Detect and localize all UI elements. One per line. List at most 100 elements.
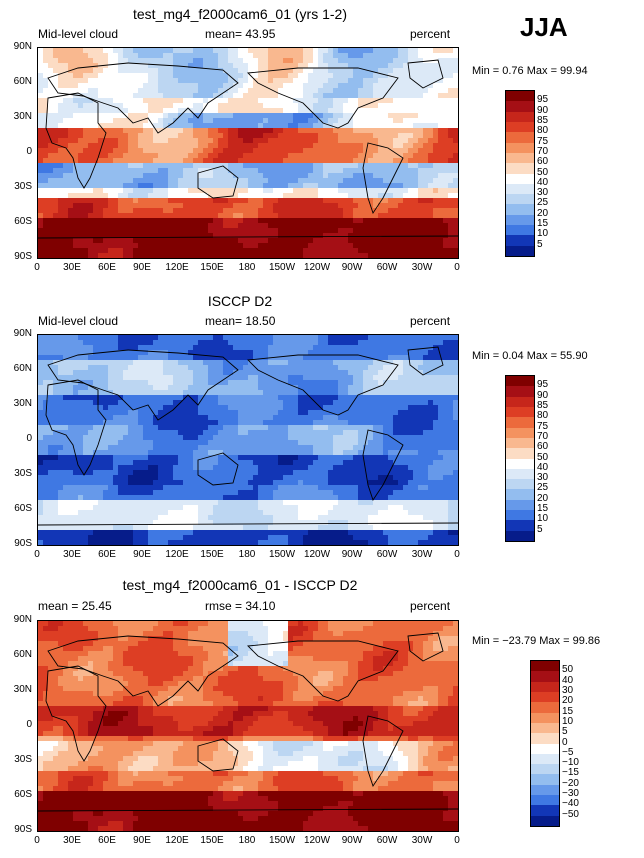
panel-title: test_mg4_f2000cam6_01 (yrs 1-2) xyxy=(133,6,347,22)
colorbar-label: 5 xyxy=(537,523,543,535)
x-tick-label: 150W xyxy=(268,262,296,273)
colorbar-label: 15 xyxy=(537,218,549,230)
colorbar-swatch xyxy=(531,712,559,723)
x-tick-label: 30E xyxy=(63,549,81,560)
colorbar-label: 10 xyxy=(537,513,549,525)
x-tick-label: 120E xyxy=(165,835,189,846)
colorbar-swatch xyxy=(506,448,534,459)
colorbar-swatch xyxy=(506,121,534,133)
x-tick-label: 150E xyxy=(200,262,224,273)
colorbar-swatch xyxy=(531,743,559,754)
colorbar-label: −20 xyxy=(562,777,579,789)
colorbar-label: 85 xyxy=(537,399,549,411)
variable-label: Mid-level cloud xyxy=(38,27,119,41)
colorbar-label: 15 xyxy=(537,503,549,515)
colorbar-label: 95 xyxy=(537,379,549,391)
colorbar-swatch xyxy=(506,225,534,236)
colorbar-swatch xyxy=(506,520,534,531)
colorbar-swatch xyxy=(531,691,559,703)
colorbar-swatch xyxy=(506,235,534,246)
colorbar-label: 85 xyxy=(537,114,549,126)
x-tick-label: 120E xyxy=(165,262,189,273)
y-tick-label: 90N xyxy=(13,614,32,625)
y-tick-label: 90S xyxy=(14,824,32,835)
x-tick-label: 30W xyxy=(411,549,433,560)
colorbar-swatch xyxy=(506,214,534,226)
x-tick-label: 120W xyxy=(303,262,331,273)
x-tick-label: 0 xyxy=(34,835,40,846)
x-tick-label: 60W xyxy=(376,262,398,273)
colorbar-swatch xyxy=(506,204,534,215)
colorbar-swatch xyxy=(531,753,559,765)
x-tick-label: 180 xyxy=(238,835,256,846)
y-tick-label: 60N xyxy=(13,76,32,87)
y-tick-label: 90S xyxy=(14,251,32,262)
x-tick-label: 90W xyxy=(341,835,363,846)
colorbar-label: 70 xyxy=(537,145,549,157)
y-tick-label: 60N xyxy=(13,649,32,660)
colorbar-swatch xyxy=(531,671,559,682)
colorbar-label: −15 xyxy=(562,767,579,779)
colorbar-swatch xyxy=(506,468,534,480)
mean-label: mean= 43.95 xyxy=(205,27,276,41)
panel-title: test_mg4_f2000cam6_01 - ISCCP D2 xyxy=(122,577,358,593)
map-plot xyxy=(37,334,459,546)
colorbar-swatch xyxy=(506,132,534,143)
colorbar-swatch xyxy=(506,194,534,205)
colorbar-label: 5 xyxy=(562,726,568,738)
x-tick-label: 0 xyxy=(34,262,40,273)
colorbar-swatch xyxy=(506,479,534,490)
x-tick-label: 60W xyxy=(376,835,398,846)
colorbar-label: 15 xyxy=(562,705,574,717)
y-tick-label: 60S xyxy=(14,789,32,800)
min-max-label: Min = 0.76 Max = 99.94 xyxy=(472,65,588,77)
min-max-label: Min = 0.04 Max = 55.90 xyxy=(472,350,588,362)
mean-label: mean= 18.50 xyxy=(205,314,276,328)
x-tick-label: 180 xyxy=(238,262,256,273)
colorbar-swatch xyxy=(506,427,534,438)
colorbar-label: 20 xyxy=(537,207,549,219)
y-tick-label: 30S xyxy=(14,754,32,765)
colorbar-swatch xyxy=(506,510,534,521)
colorbar-label: 40 xyxy=(537,176,549,188)
colorbar-label: 75 xyxy=(537,135,549,147)
colorbar-swatch xyxy=(531,702,559,713)
colorbar-swatch xyxy=(506,499,534,511)
colorbar-label: 90 xyxy=(537,104,549,116)
colorbar-swatch xyxy=(506,386,534,397)
season-label: JJA xyxy=(520,12,568,42)
map-plot xyxy=(37,620,459,832)
colorbar-label: 50 xyxy=(537,451,549,463)
x-tick-label: 120E xyxy=(165,549,189,560)
colorbar-label: 90 xyxy=(537,389,549,401)
x-tick-label: 90W xyxy=(341,262,363,273)
colorbar-swatch xyxy=(531,784,559,796)
x-tick-label: 0 xyxy=(454,549,460,560)
colorbar-label: 25 xyxy=(537,482,549,494)
x-tick-label: 30W xyxy=(411,262,433,273)
map-plot xyxy=(37,47,459,259)
x-tick-label: 60E xyxy=(98,262,116,273)
x-tick-label: 30E xyxy=(63,835,81,846)
x-tick-label: 0 xyxy=(454,835,460,846)
y-tick-label: 30S xyxy=(14,468,32,479)
x-tick-label: 60E xyxy=(98,549,116,560)
x-tick-label: 120W xyxy=(303,549,331,560)
units-label: percent xyxy=(410,314,451,328)
colorbar-swatch xyxy=(506,163,534,174)
colorbar-label: 95 xyxy=(537,94,549,106)
y-tick-label: 90S xyxy=(14,538,32,549)
units-label: percent xyxy=(410,27,451,41)
panel-title: ISCCP D2 xyxy=(207,293,273,309)
colorbar-label: 25 xyxy=(537,197,549,209)
y-tick-label: 90N xyxy=(13,328,32,339)
colorbar-label: 50 xyxy=(562,664,574,676)
colorbar-label: 50 xyxy=(537,166,549,178)
colorbar-label: 60 xyxy=(537,441,549,453)
colorbar-swatch xyxy=(506,406,534,418)
colorbar-swatch xyxy=(506,101,534,112)
colorbar-label: 30 xyxy=(562,684,574,696)
x-tick-label: 60E xyxy=(98,835,116,846)
colorbar-label: −5 xyxy=(562,746,574,758)
colorbar-swatch xyxy=(506,111,534,122)
